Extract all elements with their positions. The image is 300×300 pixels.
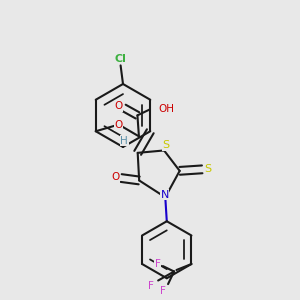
Text: F: F: [154, 259, 160, 269]
Text: O: O: [111, 172, 119, 182]
Text: O: O: [114, 120, 123, 130]
Text: N: N: [160, 190, 169, 200]
Text: F: F: [148, 281, 154, 291]
Text: H: H: [120, 136, 128, 146]
Text: F: F: [160, 286, 166, 296]
Text: S: S: [162, 140, 169, 150]
Text: S: S: [205, 164, 212, 174]
Text: Cl: Cl: [115, 54, 127, 64]
Text: O: O: [114, 101, 123, 111]
Text: OH: OH: [159, 104, 175, 114]
